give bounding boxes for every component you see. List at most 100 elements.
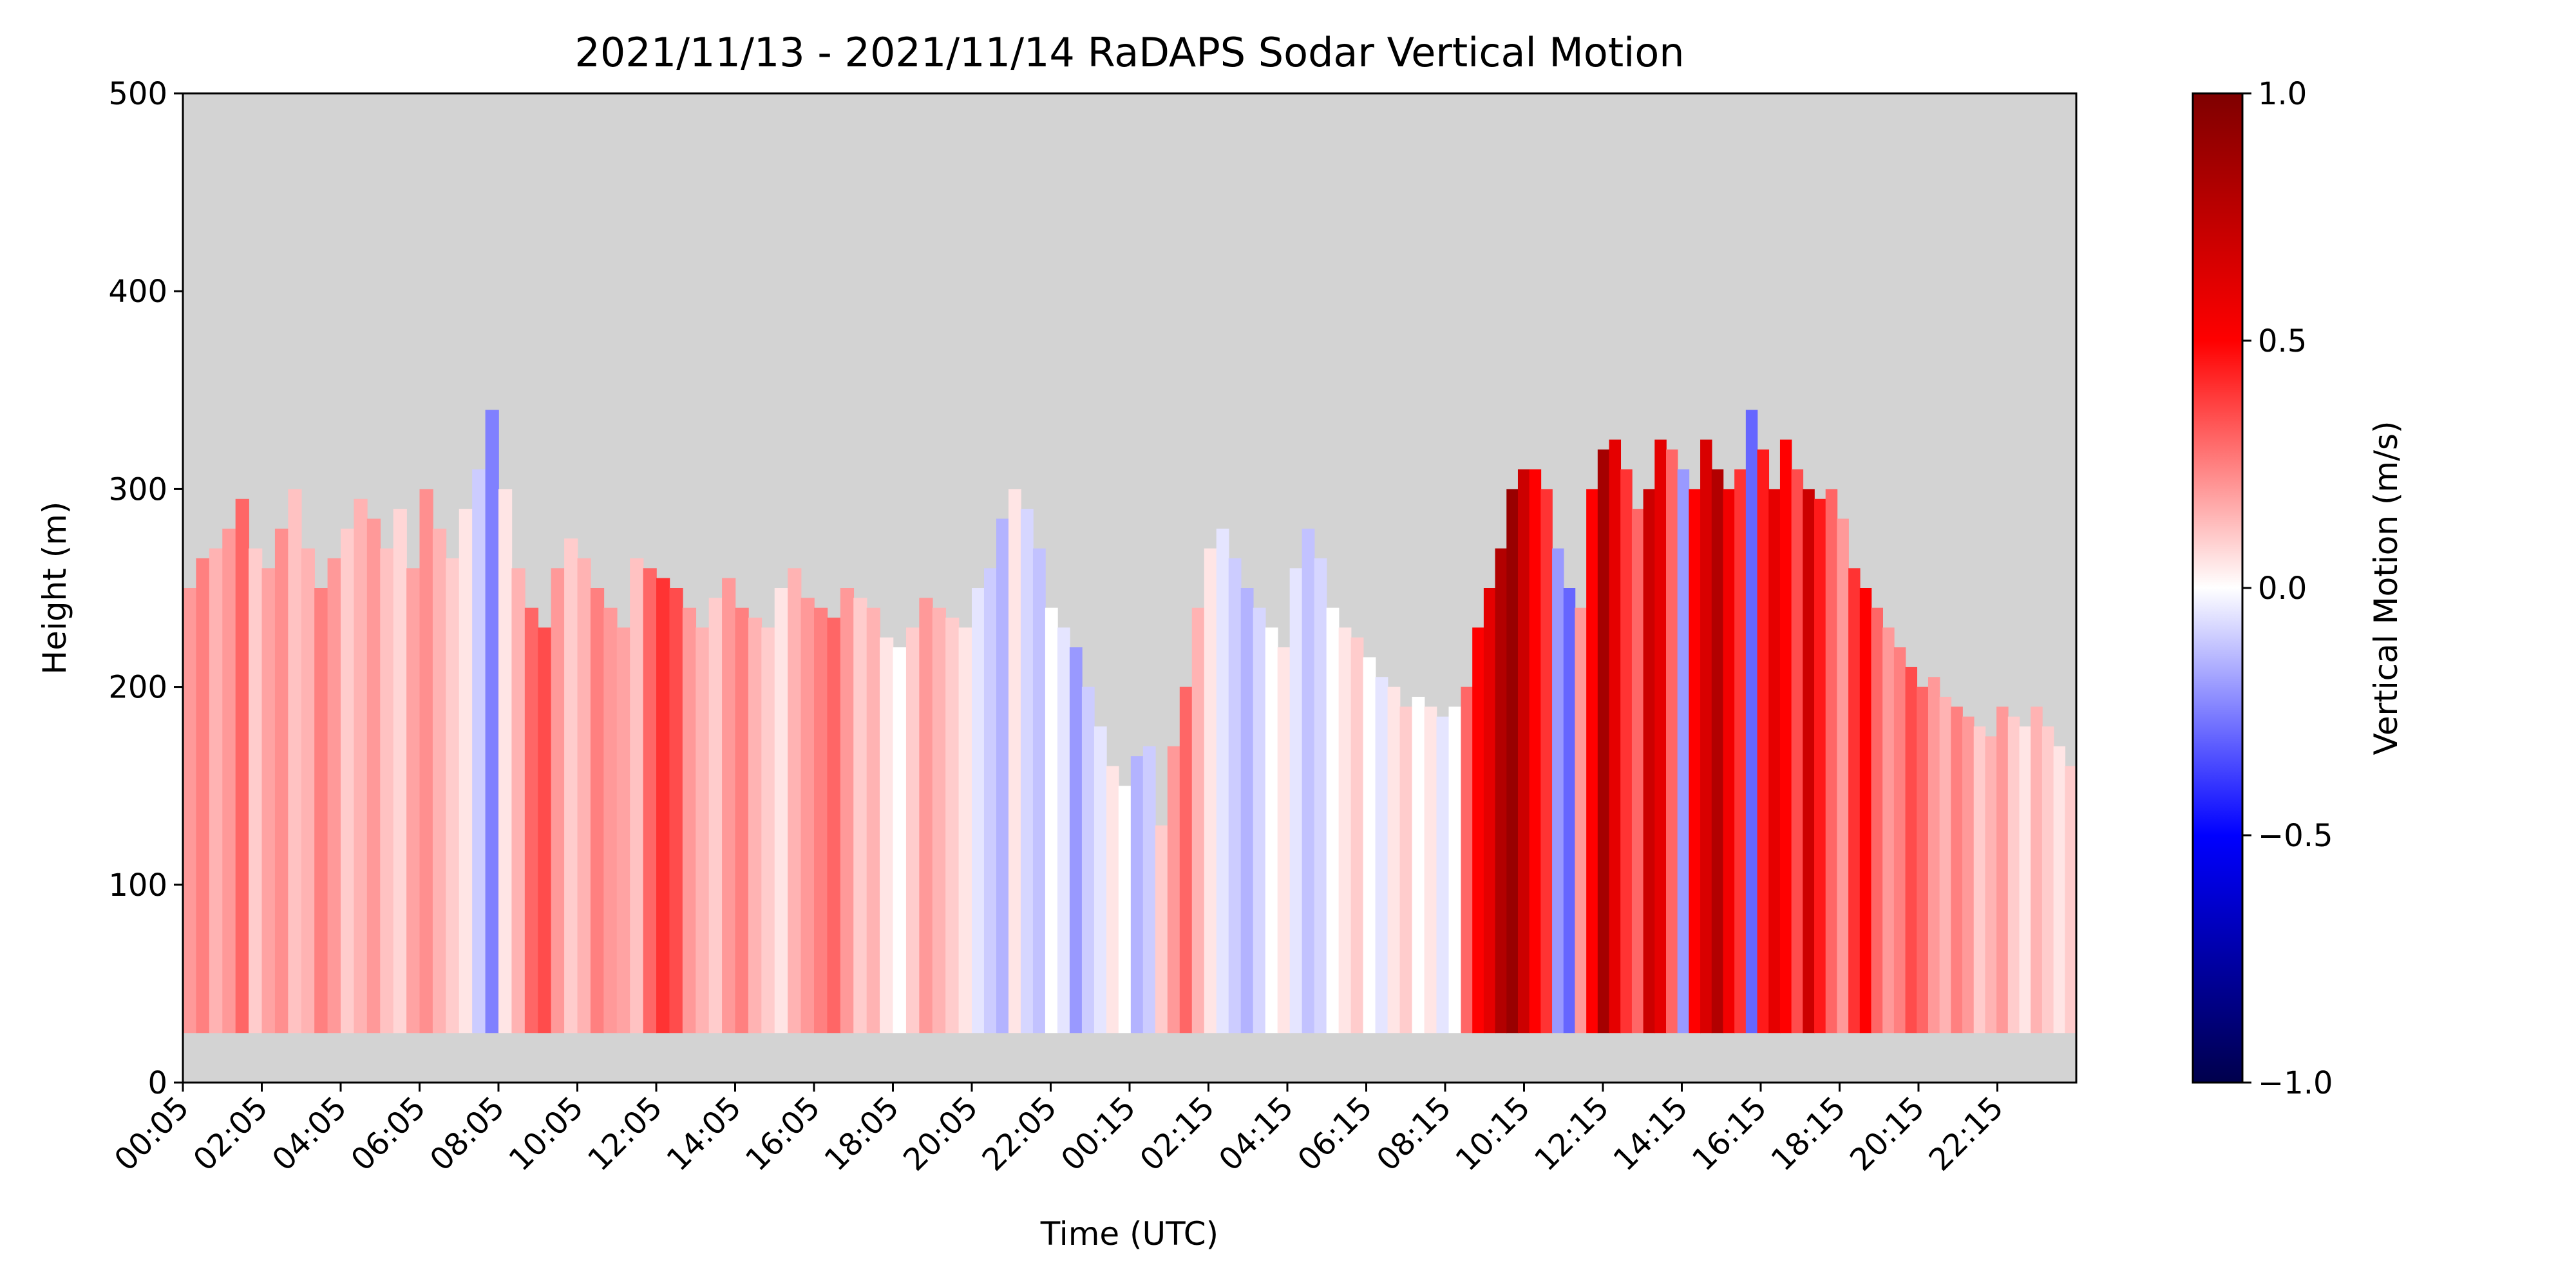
heatmap-cell: [1893, 647, 1906, 1034]
heatmap-cell: [1106, 766, 1119, 1034]
heatmap-cell: [1461, 687, 1473, 1034]
heatmap-cell: [1412, 696, 1425, 1034]
x-tick-label: 08:05: [423, 1090, 511, 1178]
heatmap-cell: [1779, 439, 1792, 1034]
heatmap-cell: [2425, 706, 2441, 1033]
heatmap-cell: [2041, 726, 2054, 1034]
heatmap-cell: [1757, 449, 1770, 1034]
heatmap-cell: [354, 498, 368, 1034]
heatmap-cell: [656, 578, 670, 1034]
x-tick-label: 04:05: [265, 1090, 354, 1178]
heatmap-cell: [183, 588, 197, 1034]
colorbar-label: Vertical Motion (m/s): [2367, 421, 2405, 755]
heatmap-cell: [1253, 607, 1266, 1034]
y-tick-label: 0: [147, 1065, 167, 1101]
x-axis: 00:0502:0504:0506:0508:0510:0512:0514:05…: [108, 1083, 2011, 1178]
x-tick-label: 22:05: [976, 1090, 1064, 1178]
x-tick-label: 16:05: [739, 1090, 827, 1178]
heatmap-cell: [551, 568, 565, 1034]
heatmap-cell: [1996, 706, 2009, 1034]
heatmap-cell: [853, 598, 867, 1034]
y-tick-label: 300: [108, 471, 167, 507]
heatmap-cell: [1204, 548, 1217, 1034]
heatmap-cell: [1791, 469, 1804, 1034]
heatmap-cell: [380, 548, 394, 1034]
heatmap-cell: [1228, 558, 1242, 1034]
heatmap-cell: [814, 607, 828, 1034]
heatmap-cell: [1472, 627, 1484, 1034]
heatmap-cell: [222, 528, 236, 1034]
heatmap-cell: [472, 469, 486, 1034]
heatmap-cell: [1265, 627, 1278, 1034]
heatmap-cell: [983, 568, 997, 1034]
heatmap-cell: [1689, 489, 1701, 1034]
heatmap-cell: [341, 528, 355, 1034]
heatmap-cell: [577, 558, 591, 1034]
colorbar: [2192, 92, 2244, 1084]
heatmap-cell: [1167, 746, 1180, 1034]
heatmap-cell: [459, 509, 473, 1034]
heatmap-cell: [2562, 706, 2576, 1033]
heatmap-cell: [722, 578, 736, 1034]
heatmap-cell: [2319, 756, 2334, 1033]
heatmap-cell: [1723, 489, 1735, 1034]
heatmap-cell: [1677, 469, 1690, 1034]
heatmap-cell: [485, 410, 499, 1034]
heatmap-cell: [1424, 706, 1437, 1034]
heatmap-cell: [1057, 627, 1070, 1034]
heatmap-cell: [432, 528, 447, 1034]
heatmap-cell: [1277, 647, 1291, 1034]
heatmap-cell: [1825, 489, 1838, 1034]
heatmap-cell: [761, 627, 775, 1034]
heatmap-cell: [2410, 726, 2426, 1033]
heatmap-cell: [2092, 706, 2107, 1033]
heatmap-cell: [1666, 449, 1678, 1034]
heatmap-cell: [2501, 717, 2517, 1034]
heatmap-cell: [1939, 696, 1952, 1034]
heatmap-cell: [366, 518, 381, 1034]
heatmap-cell: [511, 568, 526, 1034]
y-axis: 0 100 200 300 400 500: [108, 76, 183, 1101]
y-tick-label: 100: [108, 867, 167, 904]
heatmap-cell: [1654, 439, 1667, 1034]
heatmap-layer: [183, 410, 2576, 1034]
heatmap-cell: [616, 627, 630, 1034]
heatmap-cell: [1032, 548, 1046, 1034]
x-tick-label: 10:15: [1449, 1090, 1537, 1178]
heatmap-cell: [2019, 726, 2032, 1034]
heatmap-cell: [1506, 489, 1519, 1034]
heatmap-cell: [603, 607, 618, 1034]
heatmap-cell: [314, 588, 328, 1034]
heatmap-cell: [1314, 558, 1327, 1034]
heatmap-cell: [446, 558, 460, 1034]
heatmap-cell: [696, 627, 710, 1034]
heatmap-cell: [1179, 687, 1193, 1034]
heatmap-cell: [2152, 766, 2168, 1033]
heatmap-cell: [1155, 825, 1168, 1034]
colorbar-tick-label: −0.5: [2258, 818, 2333, 854]
heatmap-cell: [958, 627, 972, 1034]
heatmap-cell: [2365, 786, 2380, 1033]
heatmap-cell: [945, 618, 960, 1034]
heatmap-cell: [1803, 489, 1815, 1034]
heatmap-cell: [261, 568, 276, 1034]
y-tick-label: 500: [108, 76, 167, 112]
heatmap-cell: [2107, 746, 2122, 1033]
heatmap-cell: [590, 588, 605, 1034]
heatmap-cell: [301, 548, 315, 1034]
x-axis-label: Time (UTC): [1040, 1215, 1218, 1253]
heatmap-cell: [2441, 717, 2456, 1034]
heatmap-cell: [1529, 469, 1542, 1034]
heatmap-cell: [524, 607, 539, 1034]
heatmap-cell: [1563, 588, 1576, 1034]
x-tick-label: 06:05: [345, 1090, 433, 1178]
heatmap-cell: [1586, 489, 1598, 1034]
heatmap-cell: [788, 568, 802, 1034]
heatmap-cell: [996, 518, 1009, 1034]
x-tick-label: 14:15: [1607, 1090, 1695, 1178]
heatmap-cell: [2167, 796, 2183, 1034]
heatmap-cell: [2517, 706, 2532, 1033]
heatmap-cell: [1575, 607, 1587, 1034]
heatmap-cell: [2349, 766, 2365, 1033]
